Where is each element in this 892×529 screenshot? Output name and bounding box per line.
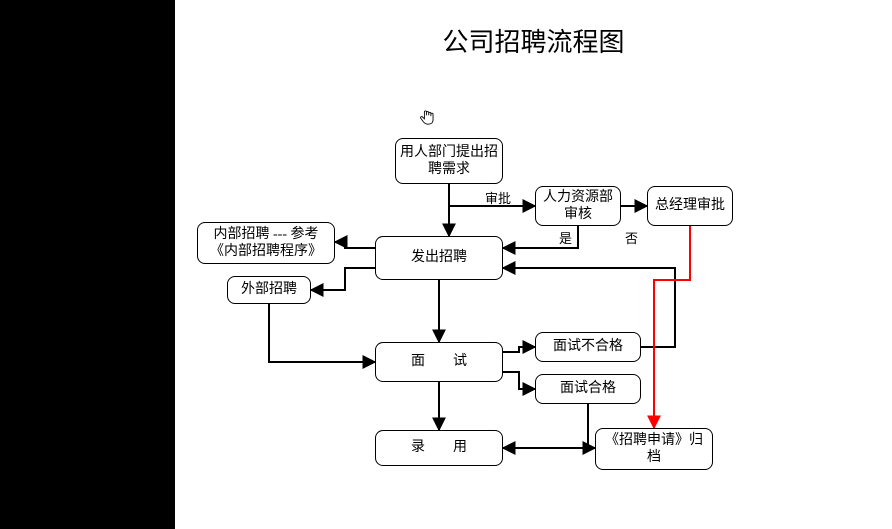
- flow-node-label: 录 用: [411, 439, 467, 457]
- page-title: 公司招聘流程图: [175, 22, 892, 59]
- flow-edge: [335, 242, 375, 248]
- flow-edge: [503, 372, 535, 389]
- flow-node-label: 外部招聘: [241, 281, 297, 299]
- flow-edge: [503, 404, 588, 448]
- flow-node-n_hr: 人力资源部审核: [535, 186, 621, 226]
- flow-node-n_external: 外部招聘: [227, 276, 311, 304]
- flow-node-n_publish: 发出招聘: [375, 236, 503, 280]
- flow-node-label: 人力资源部审核: [540, 189, 616, 224]
- flow-node-label: 《招聘申请》归档: [600, 432, 708, 467]
- flow-node-n_archive: 《招聘申请》归档: [595, 428, 713, 470]
- flow-node-label: 发出招聘: [411, 249, 467, 267]
- flow-node-label: 面 试: [411, 353, 467, 371]
- page: 公司招聘流程图 用人部门提出招聘需求人力资源部审核 总经理审批内部招聘 --- 参…: [175, 0, 892, 529]
- flow-edge: [269, 304, 375, 362]
- flow-node-n_fail: 面试不合格: [535, 332, 641, 362]
- flow-edge: [654, 226, 690, 428]
- flow-node-n_pass: 面试合格: [535, 374, 641, 404]
- flow-edge-label: 否: [625, 228, 638, 247]
- edges-layer: [175, 0, 892, 529]
- flow-edge: [503, 347, 535, 352]
- flow-edge-label: 审批: [485, 188, 511, 207]
- flow-node-n_request: 用人部门提出招聘需求: [395, 138, 503, 184]
- flow-node-n_gm: 总经理审批: [647, 186, 733, 226]
- flow-node-label: 用人部门提出招聘需求: [400, 144, 498, 179]
- flow-node-label: 总经理审批: [655, 197, 725, 215]
- flow-node-n_hire: 录 用: [375, 430, 503, 466]
- flow-edge: [311, 268, 375, 290]
- hand-cursor-icon: [419, 108, 437, 126]
- flow-node-label: 面试合格: [560, 380, 616, 398]
- flow-edge-label: 是: [559, 228, 572, 247]
- flow-node-label: 内部招聘 --- 参考《内部招聘程序》: [202, 226, 330, 261]
- flow-node-n_internal: 内部招聘 --- 参考《内部招聘程序》: [197, 222, 335, 264]
- flow-node-label: 面试不合格: [553, 338, 623, 356]
- flow-node-n_interview: 面 试: [375, 342, 503, 382]
